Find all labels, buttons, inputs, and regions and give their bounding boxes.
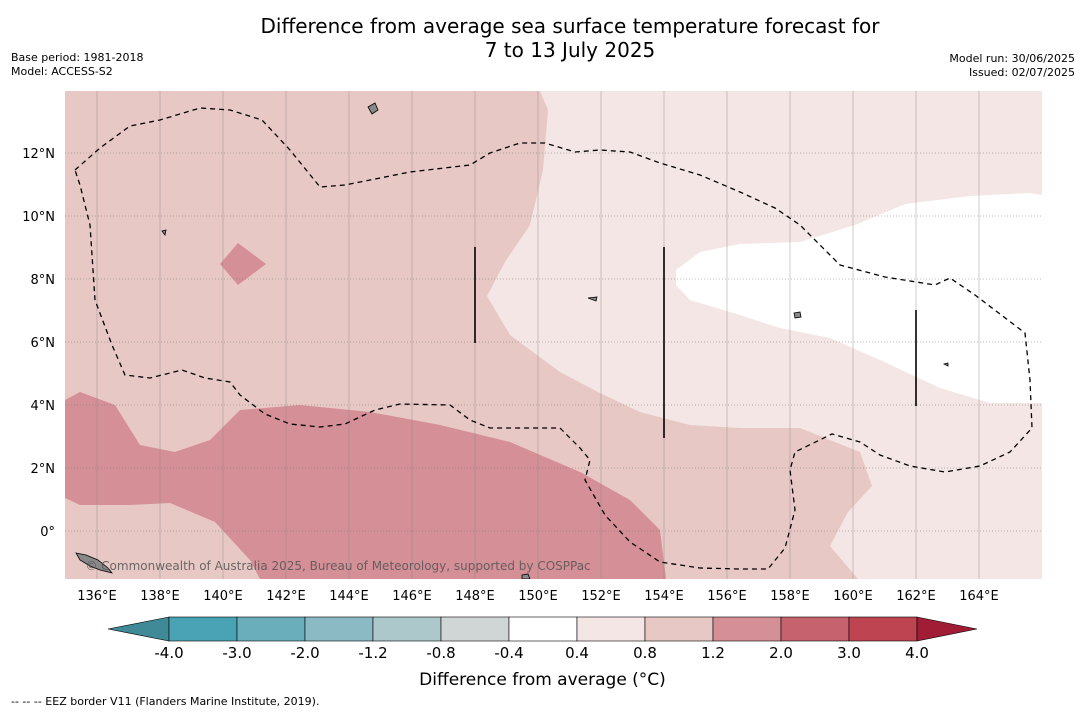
lat-label: 4°N [31, 399, 56, 414]
lon-label: 140°E [203, 589, 243, 604]
lat-label: 12°N [22, 147, 55, 162]
attribution: © Commonwealth of Australia 2025, Bureau… [85, 559, 590, 573]
lon-label: 154°E [644, 589, 684, 604]
longitude-labels: 136°E 138°E 140°E 142°E 144°E 146°E 148°… [77, 589, 999, 604]
colorbar-segment [304, 616, 374, 642]
eez-border [74, 107, 1033, 570]
colorbar-min-arrow [107, 616, 170, 642]
colorbar-segment [644, 616, 714, 642]
colorbar-tick-label: -4.0 [154, 644, 184, 662]
map-title: Difference from average sea surface temp… [0, 14, 1085, 62]
land-islands [75, 102, 949, 579]
model-name: Model: ACCESS-S2 [11, 65, 113, 78]
lon-label: 150°E [518, 589, 558, 604]
lat-label: 10°N [22, 210, 55, 225]
latitude-labels: 12°N 10°N 8°N 6°N 4°N 2°N 0° [22, 147, 55, 540]
colorbar-tick-label: 4.0 [905, 644, 929, 662]
colorbar [107, 616, 978, 642]
colorbar-segment [440, 616, 510, 642]
colorbar-tick-label: -0.8 [426, 644, 456, 662]
colorbar-segment [168, 616, 238, 642]
lon-label: 160°E [833, 589, 873, 604]
title-line-1: Difference from average sea surface temp… [260, 14, 880, 38]
lon-label: 142°E [266, 589, 306, 604]
colorbar-ticks: -4.0 -3.0 -2.0 -1.2 -0.8 -0.4 0.4 0.8 1.2 2.0 3.0 4… [0, 644, 1085, 664]
eez-legend-note: -- -- -- EEZ border V11 (Flanders Marine… [11, 695, 320, 708]
colorbar-tick-label: -3.0 [222, 644, 252, 662]
colorbar-tick-label: 2.0 [769, 644, 793, 662]
lon-label: 148°E [455, 589, 495, 604]
colorbar-tick-label: -1.2 [358, 644, 388, 662]
colorbar-max-arrow [916, 616, 978, 642]
colorbar-label: Difference from average (°C) [419, 670, 666, 690]
base-period: Base period: 1981-2018 [11, 51, 144, 64]
colorbar-tick-label: 0.8 [633, 644, 657, 662]
lon-label: 146°E [392, 589, 432, 604]
anomaly-patch-warm [220, 243, 266, 285]
map-area [65, 91, 1042, 579]
colorbar-tick-label: 3.0 [837, 644, 861, 662]
colorbar-segment [780, 616, 850, 642]
lon-label: 162°E [896, 589, 936, 604]
eez-segments [474, 247, 917, 438]
model-run: Model run: 30/06/2025 [949, 52, 1075, 65]
meta-left: Base period: 1981-2018 Model: ACCESS-S2 [11, 51, 143, 79]
colorbar-segment [712, 616, 782, 642]
longitude-gridlines [96, 91, 980, 579]
lon-label: 158°E [770, 589, 810, 604]
colorbar-segment [848, 616, 918, 642]
colorbar-segment [576, 616, 646, 642]
anomaly-region-neutral [676, 193, 1042, 403]
colorbar-tick-label: 1.2 [701, 644, 725, 662]
lon-label: 144°E [329, 589, 369, 604]
lon-label: 156°E [707, 589, 747, 604]
lat-label: 2°N [31, 462, 56, 477]
colorbar-tick-label: -0.4 [494, 644, 524, 662]
colorbar-segment [508, 616, 578, 642]
title-line-2: 7 to 13 July 2025 [484, 38, 656, 62]
colorbar-tick-label: -2.0 [290, 644, 320, 662]
lon-label: 152°E [581, 589, 621, 604]
lat-label: 8°N [31, 273, 56, 288]
issued-date: Issued: 02/07/2025 [968, 66, 1075, 79]
lat-label: 0° [40, 525, 55, 540]
lat-label: 6°N [31, 336, 56, 351]
colorbar-segment [236, 616, 306, 642]
lon-label: 138°E [140, 589, 180, 604]
colorbar-segment [372, 616, 442, 642]
anomaly-region-warm [65, 392, 666, 579]
colorbar-tick-label: 0.4 [565, 644, 589, 662]
latitude-gridlines [65, 152, 1042, 532]
meta-right: Model run: 30/06/2025 Issued: 02/07/2025 [949, 52, 1075, 80]
lon-label: 136°E [77, 589, 117, 604]
lon-label: 164°E [959, 589, 999, 604]
